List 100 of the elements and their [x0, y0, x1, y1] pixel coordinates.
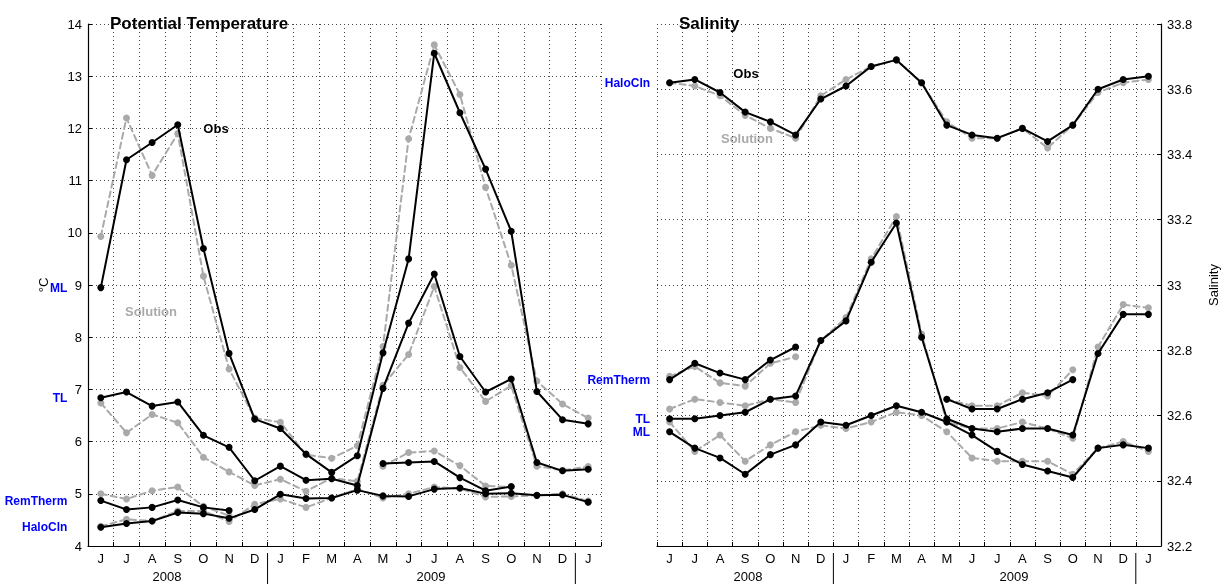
y-tick-label: 7	[74, 381, 82, 397]
point	[1094, 350, 1102, 358]
y2-tick-label: 33.2	[1167, 212, 1193, 228]
point	[276, 475, 284, 483]
x-tick-label: J	[97, 551, 105, 566]
series-label: ML	[632, 424, 651, 439]
y-tick-label: 13	[67, 68, 82, 84]
point	[691, 395, 699, 403]
point	[766, 118, 774, 126]
x-tick-label: O	[1067, 551, 1078, 566]
point	[943, 428, 951, 436]
point	[122, 495, 130, 503]
chart-title: Salinity	[679, 14, 741, 33]
y2-tick-label: 33.8	[1167, 16, 1193, 32]
point	[122, 156, 130, 164]
point	[691, 415, 699, 423]
x-tick-label: A	[715, 551, 725, 566]
point	[892, 212, 900, 220]
point	[405, 458, 413, 466]
point	[507, 261, 515, 269]
x-tick-label: J	[431, 551, 438, 566]
point	[766, 451, 774, 459]
point	[666, 405, 674, 413]
point	[251, 505, 259, 513]
y2-tick-label: 32.4	[1167, 473, 1193, 489]
x-tick-label: D	[557, 551, 568, 566]
point	[199, 453, 207, 461]
x-tick-label: J	[1145, 551, 1152, 566]
point	[1119, 301, 1127, 309]
point	[792, 398, 800, 406]
y2-tick-label: 33	[1167, 277, 1182, 293]
annotation: Solution	[125, 303, 178, 319]
x-tick-label: O	[506, 551, 517, 566]
point	[122, 505, 130, 513]
point	[741, 408, 749, 416]
y-tick-label: 9	[74, 277, 82, 293]
point	[993, 447, 1001, 455]
x-tick-label: S	[740, 551, 750, 566]
x-tick-label: D	[1118, 551, 1128, 566]
text: RemTherm	[4, 493, 68, 508]
point	[405, 319, 413, 327]
point	[122, 520, 130, 528]
series-label: TL	[635, 411, 651, 426]
point	[148, 503, 156, 511]
x-tick-label: S	[1043, 551, 1053, 566]
point	[1044, 144, 1052, 152]
y-tick-label: 12	[67, 120, 82, 136]
point	[174, 496, 182, 504]
point	[1069, 366, 1077, 374]
point	[559, 416, 567, 424]
point	[507, 375, 515, 383]
point	[122, 114, 130, 122]
x-tick-label: A	[1018, 551, 1028, 566]
x-tick-label: A	[147, 551, 157, 566]
point	[302, 503, 310, 511]
point	[97, 232, 105, 240]
point	[1119, 310, 1127, 318]
point	[430, 457, 438, 465]
point	[456, 363, 464, 371]
x-tick-label: J	[277, 551, 284, 566]
x-tick-label: N	[532, 551, 542, 566]
point	[430, 447, 438, 455]
point	[1144, 310, 1152, 318]
x-tick-label: F	[867, 551, 876, 566]
y-tick-label: 6	[74, 434, 82, 450]
point	[741, 470, 749, 478]
point	[122, 388, 130, 396]
point	[456, 474, 464, 482]
point	[993, 457, 1001, 465]
x-tick-label: M	[326, 551, 338, 566]
y-tick-label: 10	[67, 225, 82, 241]
point	[302, 487, 310, 495]
point	[741, 376, 749, 384]
x-tick-label: S	[173, 551, 183, 566]
series-label: HaloCln	[604, 75, 651, 90]
x-tick-label: J	[993, 551, 1001, 566]
point	[97, 490, 105, 498]
point	[148, 402, 156, 410]
x-tick-label: M	[941, 551, 953, 566]
point	[148, 487, 156, 495]
x-tick-label: N	[1093, 551, 1103, 566]
x-tick-label: A	[352, 551, 362, 566]
point	[430, 41, 438, 49]
point	[691, 359, 699, 367]
y-tick-label: 5	[74, 486, 82, 502]
text: TL	[52, 390, 68, 405]
point	[842, 75, 850, 83]
x-tick-label: J	[666, 551, 673, 566]
point	[456, 462, 464, 470]
point	[482, 388, 490, 396]
text: 2008	[152, 568, 182, 584]
text: 2008	[733, 568, 763, 584]
annotation: Obs	[203, 120, 229, 136]
point	[792, 441, 800, 449]
x-tick-label: M	[890, 551, 902, 566]
y-tick-label: 14	[67, 16, 82, 32]
point	[691, 82, 699, 90]
x-tick-label: J	[691, 551, 699, 566]
point	[276, 490, 284, 498]
x-tick-label: J	[123, 551, 130, 566]
